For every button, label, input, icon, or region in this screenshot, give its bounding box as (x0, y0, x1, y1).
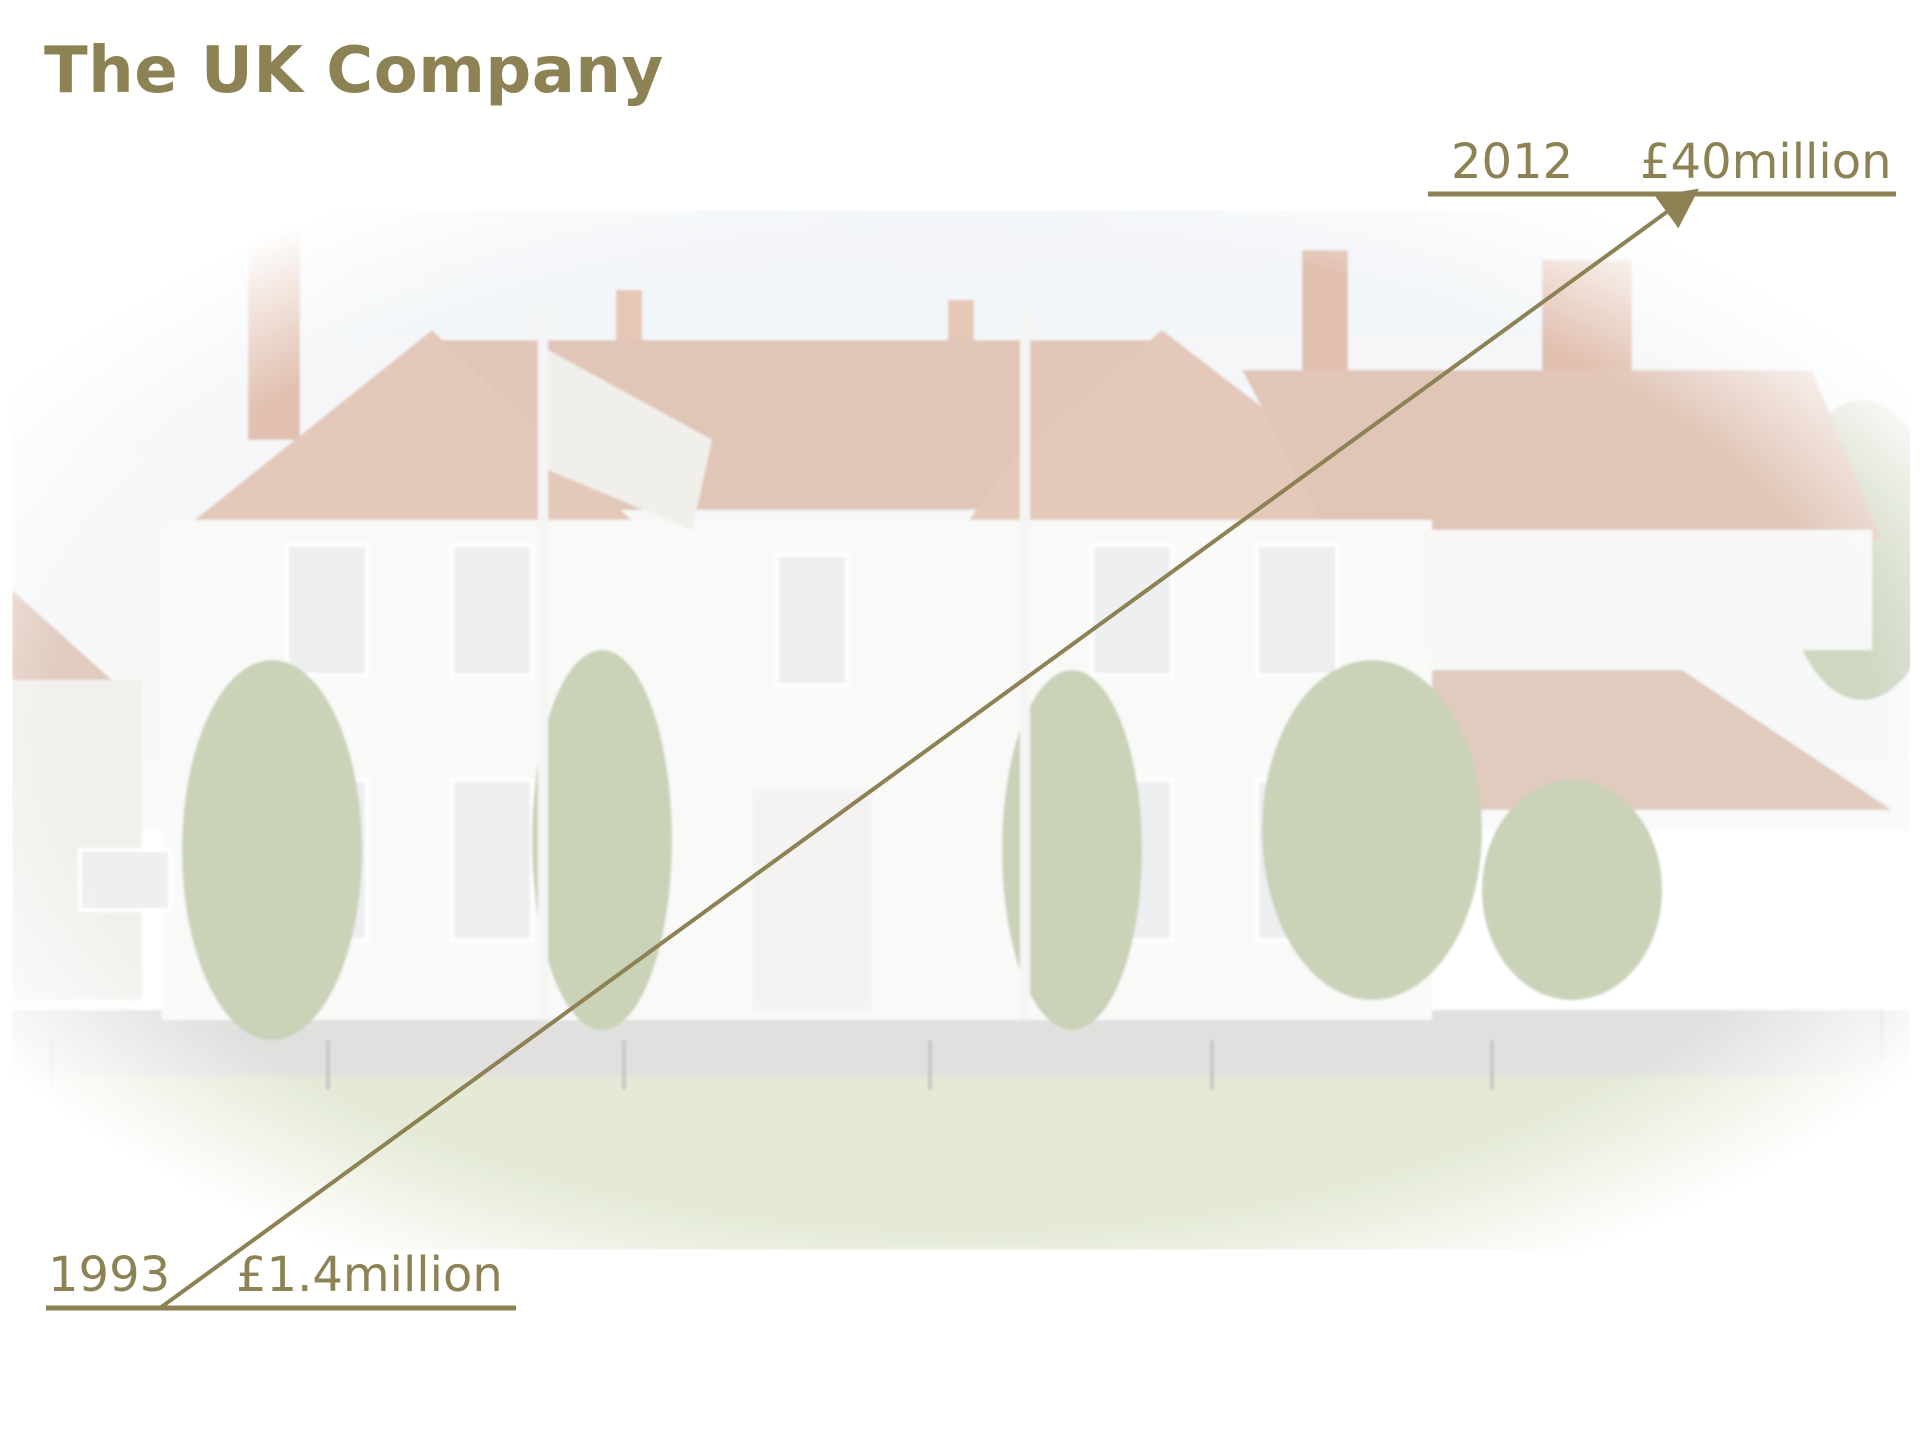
country-house-photo (12, 210, 1910, 1250)
milestone-2012-value: £40million (1640, 134, 1892, 190)
milestone-1993-year: 1993 (48, 1247, 171, 1303)
milestone-1993-value: £1.4million (236, 1247, 503, 1303)
milestone-2012-year: 2012 (1451, 134, 1574, 190)
slide-title: The UK Company (44, 34, 664, 108)
growth-arrow (158, 188, 1699, 1310)
